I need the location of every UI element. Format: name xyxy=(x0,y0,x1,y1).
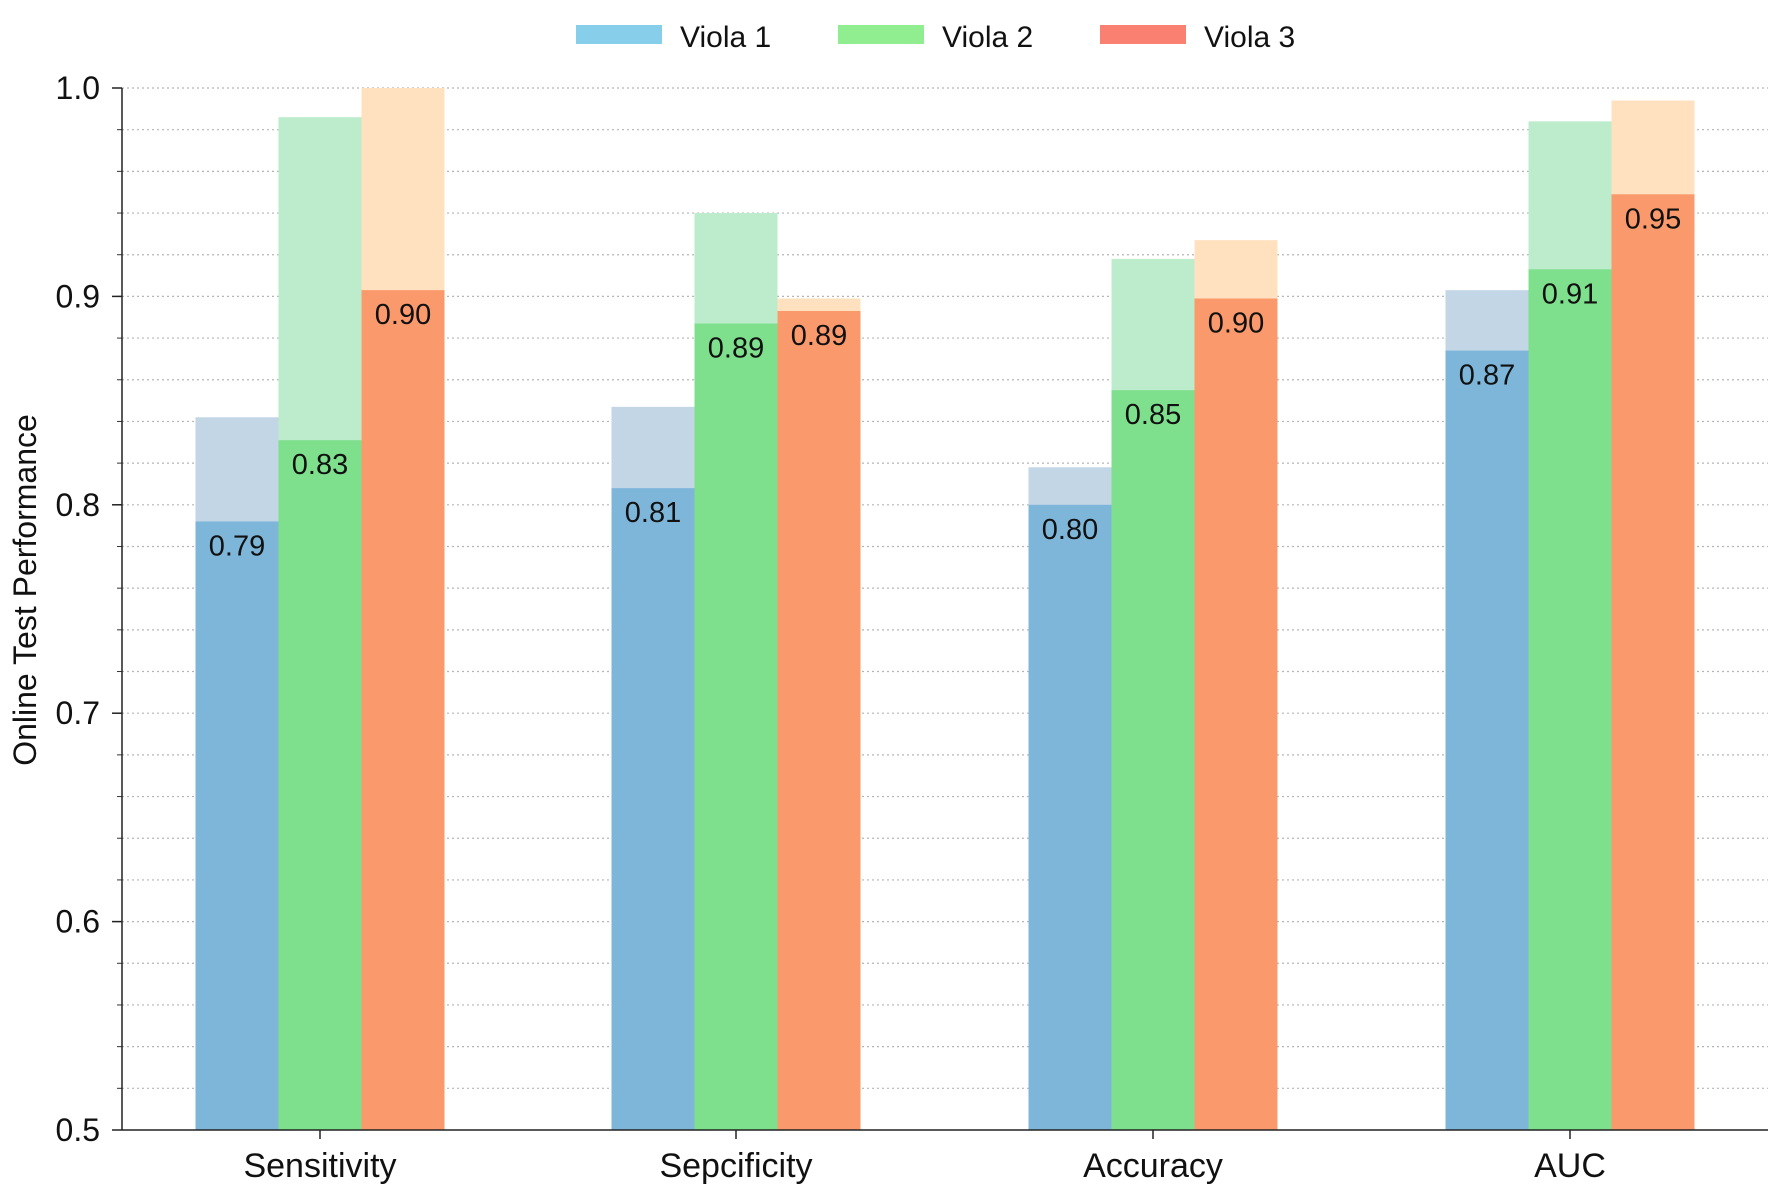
y-tick-label: 0.8 xyxy=(56,487,100,523)
bar-viola-2-sensitivity xyxy=(278,440,362,1130)
legend-item-viola-3[interactable]: Viola 3 xyxy=(1100,21,1295,54)
bar-viola-3-sensitivity xyxy=(361,290,445,1130)
y-tick-label: 1.0 xyxy=(56,70,100,106)
bar-viola-2-accuracy xyxy=(1111,390,1195,1130)
legend-item-viola-2[interactable]: Viola 2 xyxy=(838,21,1033,54)
legend-label: Viola 2 xyxy=(942,21,1033,54)
data-label: 0.80 xyxy=(1042,514,1098,546)
bar-viola-2-auc xyxy=(1528,269,1612,1131)
value-bars xyxy=(195,194,1695,1131)
y-axis-title: Online Test Performance xyxy=(7,414,43,766)
bar-viola-1-accuracy xyxy=(1028,504,1112,1130)
data-label: 0.81 xyxy=(625,497,681,529)
data-label: 0.83 xyxy=(292,449,348,481)
bar-viola-3-sepcificity xyxy=(777,310,861,1130)
bar-viola-1-sepcificity xyxy=(611,488,695,1130)
data-label: 0.91 xyxy=(1542,278,1598,310)
legend-swatch xyxy=(1100,25,1186,44)
bar-viola-3-auc xyxy=(1611,194,1695,1130)
data-labels: 0.79 0.81 0.80 0.87 0.83 0.89 0.85 0.91 0.90 0.89… xyxy=(209,203,1681,562)
legend-item-viola-1[interactable]: Viola 1 xyxy=(576,21,771,54)
legend-label: Viola 1 xyxy=(680,21,771,54)
legend-swatch xyxy=(838,25,924,44)
data-label: 0.89 xyxy=(708,332,764,364)
x-tick-label: Sepcificity xyxy=(659,1147,812,1185)
data-label: 0.95 xyxy=(1625,203,1681,235)
legend-label: Viola 3 xyxy=(1204,21,1295,54)
x-tick-label: Sensitivity xyxy=(243,1147,396,1185)
legend-swatch xyxy=(576,25,662,44)
y-tick-label: 0.9 xyxy=(56,278,100,314)
axes: 0.5 0.6 0.7 0.8 0.9 1.0 Sensitivity Sepcificity… xyxy=(56,70,1768,1185)
data-label: 0.85 xyxy=(1125,399,1181,431)
bar-viola-1-auc xyxy=(1445,350,1529,1131)
data-label: 0.90 xyxy=(1208,307,1264,339)
y-tick-label: 0.6 xyxy=(56,904,100,940)
bar-viola-3-accuracy xyxy=(1194,298,1278,1130)
bar-viola-1-sensitivity xyxy=(195,521,279,1130)
x-tick-label: Accuracy xyxy=(1083,1147,1223,1185)
y-tick-label: 0.7 xyxy=(56,695,100,731)
legend[interactable]: Viola 1 Viola 2 Viola 3 xyxy=(576,21,1295,54)
bar-viola-2-sepcificity xyxy=(694,323,778,1130)
x-tick-label: AUC xyxy=(1534,1147,1606,1185)
data-label: 0.79 xyxy=(209,530,265,562)
data-label: 0.89 xyxy=(791,320,847,352)
data-label: 0.87 xyxy=(1459,360,1515,392)
y-tick-label: 0.5 xyxy=(56,1112,100,1148)
data-label: 0.90 xyxy=(375,299,431,331)
